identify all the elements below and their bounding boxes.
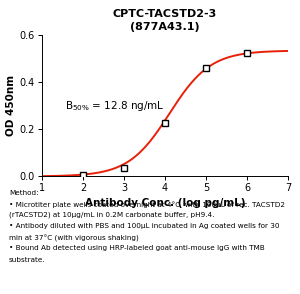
- Y-axis label: OD 450nm: OD 450nm: [5, 75, 16, 136]
- Title: CPTC-TACSTD2-3
(877A43.1): CPTC-TACSTD2-3 (877A43.1): [113, 9, 217, 32]
- Text: (rTACSTD2) at 10μg/mL in 0.2M carbonate buffer, pH9.4.: (rTACSTD2) at 10μg/mL in 0.2M carbonate …: [9, 212, 214, 218]
- Text: B$_{50\%}$ = 12.8 ng/mL: B$_{50\%}$ = 12.8 ng/mL: [64, 99, 164, 113]
- Text: substrate.: substrate.: [9, 257, 46, 263]
- X-axis label: Antibody Conc. (log pg/mL): Antibody Conc. (log pg/mL): [85, 198, 245, 208]
- Text: • Microtiter plate wells coated overnight at 4°C  with 100μL of rec. TACSTD2: • Microtiter plate wells coated overnigh…: [9, 201, 285, 208]
- Text: min at 37°C (with vigorous shaking): min at 37°C (with vigorous shaking): [9, 234, 139, 242]
- Text: Method:: Method:: [9, 190, 39, 196]
- Text: • Antibody diluted with PBS and 100μL incubated in Ag coated wells for 30: • Antibody diluted with PBS and 100μL in…: [9, 223, 280, 229]
- Text: • Bound Ab detected using HRP-labeled goat anti-mouse IgG with TMB: • Bound Ab detected using HRP-labeled go…: [9, 245, 265, 251]
